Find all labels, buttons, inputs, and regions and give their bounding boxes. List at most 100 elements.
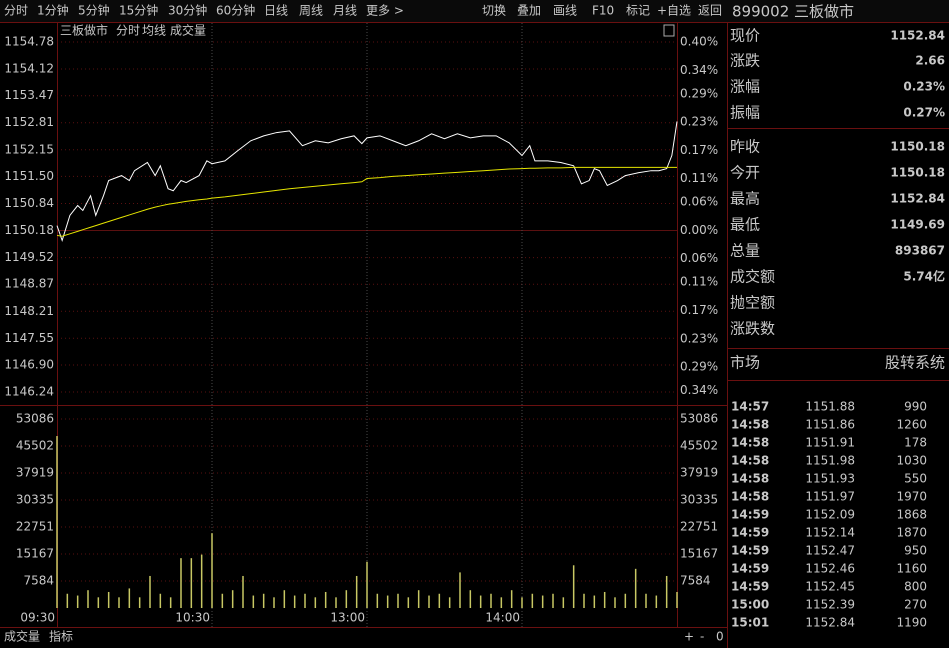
action-button[interactable]: F10 [592,4,614,18]
volume-bar [479,595,482,608]
bottom-button[interactable]: + [684,630,694,644]
bottom-tab[interactable]: 成交量 [4,629,40,644]
expand-icon[interactable] [663,24,675,37]
period-tab[interactable]: 分时 [4,4,28,18]
trade-time: 14:58 [731,454,769,468]
bottom-button[interactable]: 0 [716,630,724,644]
y-tick-label: 1148.87 [4,277,54,291]
quote-value: 0.27% [903,106,945,120]
trade-time: 15:01 [731,616,769,630]
y-tick-label-right: 22751 [680,520,718,534]
quote-label: 最高 [730,190,760,208]
y2-tick-label: 0.06% [680,195,718,209]
quote-value: 1150.18 [890,166,945,180]
bottom-tab[interactable]: 指标 [49,629,73,644]
volume-bar [593,595,596,608]
bottom-button[interactable]: - [700,630,704,644]
volume-bar [676,591,678,608]
trade-volume: 270 [904,598,927,612]
trade-price: 1152.84 [805,616,855,630]
volume-bar [562,597,565,608]
y-tick-label: 7584 [23,573,54,587]
period-tab[interactable]: 60分钟 [216,3,255,18]
volume-bar [552,593,554,608]
quote-label: 振幅 [730,104,760,122]
y-tick-label: 53086 [16,412,54,426]
quote-label: 成交额 [730,268,775,286]
volume-bar [293,595,296,608]
action-button[interactable]: +自选 [657,4,691,18]
period-tab[interactable]: 5分钟 [78,3,110,18]
volume-bar [97,597,100,608]
volume-bar [500,597,503,608]
volume-bar [428,595,430,608]
trade-time: 14:59 [731,562,769,576]
trade-price: 1152.09 [805,508,855,522]
y2-tick-label: 0.23% [680,115,718,129]
trade-time: 14:59 [731,544,769,558]
period-tab[interactable]: 30分钟 [168,3,207,18]
volume-bar [531,593,534,608]
chart-title: 三板做市 [60,23,108,38]
period-tab[interactable]: 15分钟 [119,3,158,18]
volume-bar [180,558,182,608]
action-button[interactable]: 切换 [482,4,506,18]
trade-price: 1151.91 [805,436,855,450]
legend-item: 均线 [142,24,166,38]
y2-tick-label: 0.34% [680,63,718,77]
y2-tick-label: 0.40% [680,35,718,49]
volume-bar [200,554,203,608]
market-value: 股转系统 [885,354,945,372]
volume-bar [366,561,368,608]
trade-time: 14:57 [731,400,769,414]
volume-bar [407,597,410,608]
y2-tick-label: 0.29% [680,360,718,374]
period-tab[interactable]: 周线 [299,4,323,18]
price-line [56,121,678,242]
trade-price: 1151.88 [805,400,855,414]
action-button[interactable]: 叠加 [517,4,541,18]
action-button[interactable]: 返回 [698,4,722,18]
y-tick-label: 37919 [16,465,54,479]
volume-bar [138,597,141,608]
trade-volume: 178 [904,436,927,450]
volume-bar [645,593,647,608]
period-tab[interactable]: 日线 [264,4,288,18]
y2-tick-label: 0.17% [680,303,718,317]
action-button[interactable]: 标记 [626,4,650,18]
trade-volume: 1190 [896,616,927,630]
trade-time: 14:58 [731,436,769,450]
quote-label: 昨收 [730,138,760,156]
volume-bar [169,597,172,608]
y-tick-label: 1154.78 [4,35,54,49]
volume-bar [614,597,616,608]
period-tab[interactable]: 更多 > [366,4,404,18]
y-tick-label: 1148.21 [4,304,54,318]
volume-bar [324,591,327,608]
volume-bar [118,597,120,608]
volume-bar [314,597,317,608]
volume-bar [634,568,637,608]
volume-bar [128,588,131,608]
period-tab[interactable]: 1分钟 [37,3,69,18]
volume-bar [572,565,575,608]
y-tick-label: 1154.12 [4,62,54,76]
volume-bar [603,591,606,608]
trade-price: 1151.93 [805,472,855,486]
volume-bar [107,591,110,608]
quote-label: 涨跌 [730,52,760,70]
y-tick-label-right: 45502 [680,439,718,453]
action-button[interactable]: 画线 [553,4,577,18]
volume-bar [510,590,513,608]
trade-time: 14:58 [731,490,769,504]
volume-bar [66,593,69,608]
y-tick-label: 22751 [16,520,54,534]
trade-time: 14:59 [731,526,769,540]
trade-price: 1151.97 [805,490,855,504]
x-tick-label: 14:00 [485,611,520,625]
volume-bar [56,436,58,608]
y2-tick-label: 0.00% [680,223,718,237]
period-tab[interactable]: 月线 [333,4,357,18]
